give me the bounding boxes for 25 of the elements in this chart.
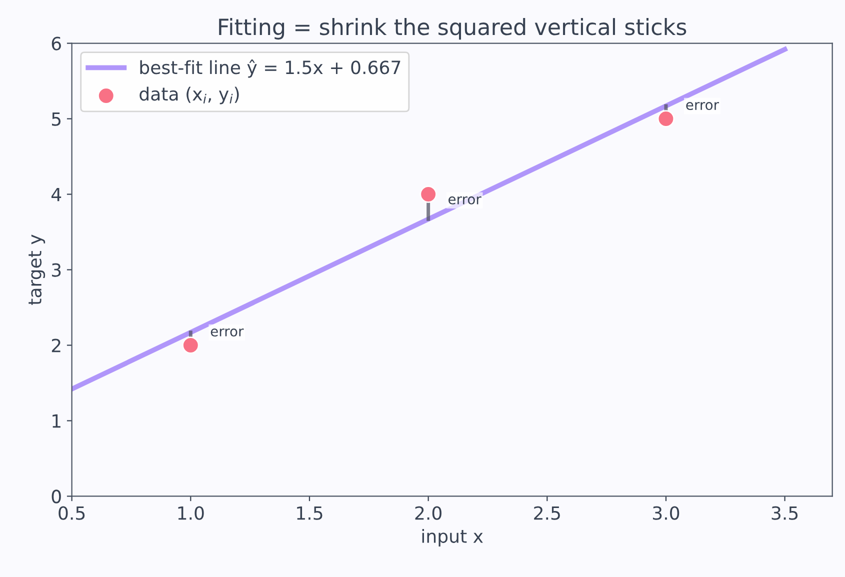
point [657,110,675,128]
annotation: error [686,102,720,110]
x-tick-label: 0.5 [58,506,85,520]
y-tick-label: 6 [52,36,61,50]
x-axis-title: input x [422,528,483,546]
point [182,336,200,354]
annotation: error [210,328,244,337]
y-tick-label: 1 [52,414,60,428]
x-tick-label: 3.5 [772,506,798,520]
chart-title: Fitting = shrink the squared vertical sticks [219,18,686,40]
y-tick-label: 3 [52,263,61,277]
legend-label: best-fit line ŷ = 1.5x + 0.667 [140,60,400,78]
legend-label: data (x$_{i}$, y$_{i}$) [140,86,239,104]
y-tick-label: 4 [52,188,62,202]
y-axis-title: target y [28,234,46,305]
x-tick-label: 1.0 [178,506,204,520]
x-tick-label: 1.5 [297,506,322,520]
point [420,186,437,203]
y-tick-label: 0 [52,490,61,504]
x-tick-label: 2.5 [534,506,560,520]
x-tick-label: 3.0 [652,506,680,520]
y-tick-label: 2 [52,338,60,352]
y-tick-label: 5 [52,112,61,126]
x-tick-label: 2.0 [415,506,442,520]
annotation: error [448,196,482,204]
